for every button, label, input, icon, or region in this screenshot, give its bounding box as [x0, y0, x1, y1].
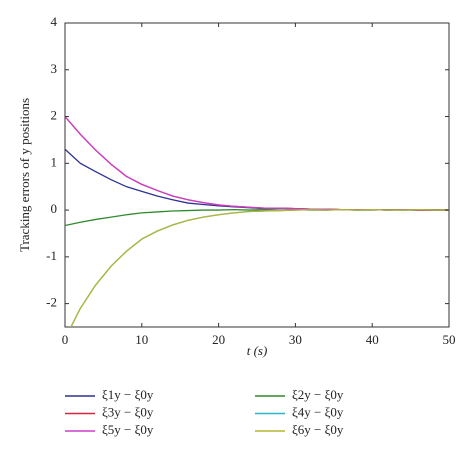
y-tick-label: -2 — [46, 295, 57, 310]
y-tick-label: 0 — [51, 201, 58, 216]
x-tick-label: 20 — [212, 332, 225, 347]
series-line — [65, 116, 449, 211]
plot-lines — [65, 116, 449, 327]
plot-frame — [64, 22, 450, 328]
y-axis-label: Tracking errors of y positions — [17, 98, 32, 252]
x-tick-label: 50 — [443, 332, 456, 347]
x-tick-label: 10 — [135, 332, 148, 347]
x-tick-label: 40 — [366, 332, 379, 347]
legend-label: ξ5y − ξ0y — [102, 422, 154, 437]
series-line — [70, 208, 449, 327]
legend-label: ξ6y − ξ0y — [292, 422, 344, 437]
legend-label: ξ1y − ξ0y — [102, 387, 154, 402]
x-tick-label: 0 — [62, 332, 69, 347]
series-line — [65, 116, 449, 211]
x-axis-label: t (s) — [247, 343, 268, 358]
legend-label: ξ2y − ξ0y — [292, 387, 344, 402]
y-tick-label: 3 — [51, 61, 58, 76]
series-line — [65, 148, 449, 211]
y-tick-label: 2 — [51, 108, 58, 123]
legend-label: ξ3y − ξ0y — [102, 404, 154, 419]
y-tick-label: 1 — [51, 154, 58, 169]
y-tick-label: -1 — [46, 248, 57, 263]
series-line — [65, 208, 449, 227]
x-tick-label: 30 — [289, 332, 302, 347]
series-line — [70, 208, 449, 327]
y-tick-label: 4 — [51, 14, 58, 29]
legend-label: ξ4y − ξ0y — [292, 404, 344, 419]
